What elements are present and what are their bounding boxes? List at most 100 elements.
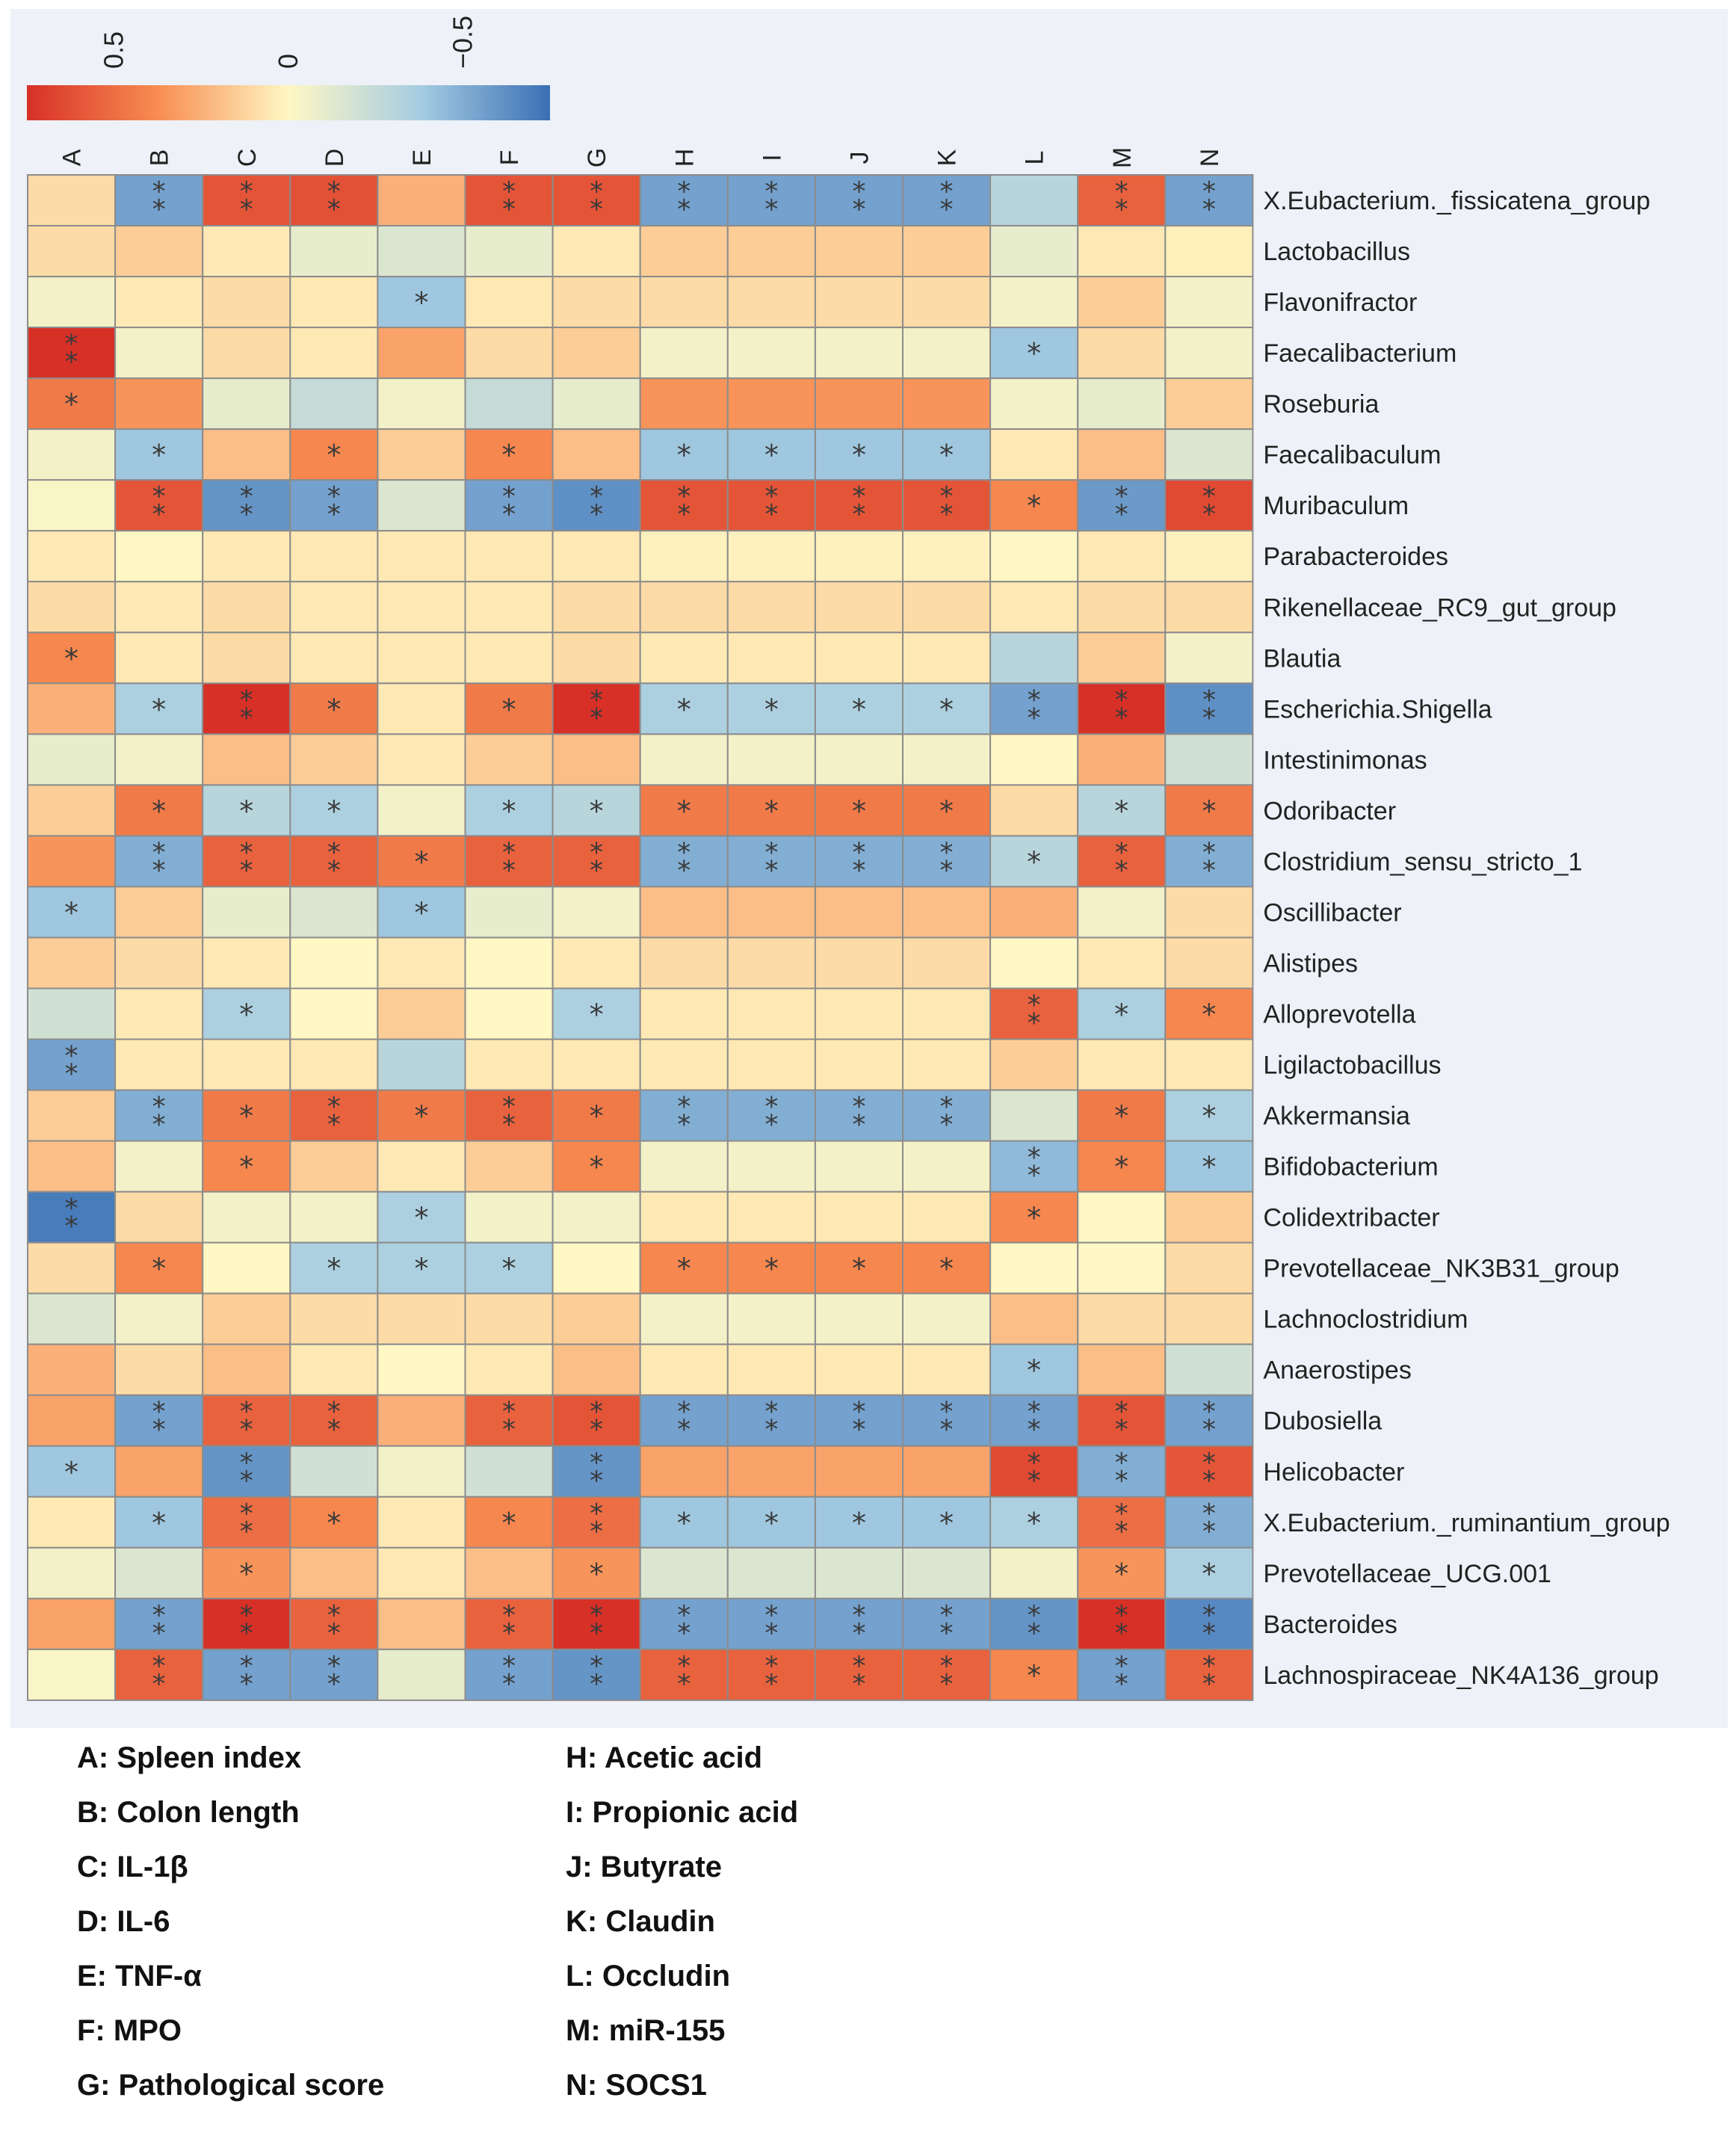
color-scale-bar <box>27 85 550 120</box>
heatmap-cell <box>814 936 904 990</box>
significance-mark: * <box>327 1507 341 1540</box>
significance-mark: * * <box>1115 1600 1128 1649</box>
heatmap-cell <box>377 225 466 278</box>
significance-mark: * <box>64 388 78 421</box>
heatmap-cell <box>1164 1089 1254 1142</box>
heatmap-cell <box>552 835 641 888</box>
heatmap-cell <box>377 1648 466 1701</box>
significance-mark: * * <box>502 1397 516 1445</box>
heatmap-cell <box>814 225 904 278</box>
significance-mark: * <box>677 439 691 472</box>
significance-mark: * <box>414 1100 428 1133</box>
heatmap-cell <box>27 225 117 278</box>
heatmap-cell <box>1077 682 1167 735</box>
heatmap-cell <box>114 1241 204 1294</box>
heatmap-cell <box>814 886 904 939</box>
significance-mark: * * <box>764 837 778 886</box>
heatmap-cell <box>726 276 816 329</box>
significance-mark: * * <box>152 1092 166 1141</box>
heatmap-cell <box>814 1445 904 1498</box>
heatmap-cell <box>1164 1241 1254 1294</box>
significance-mark: * <box>414 1202 428 1235</box>
heatmap-cell <box>464 1546 554 1599</box>
heatmap-cell <box>989 1546 1079 1599</box>
heatmap-cell <box>814 428 904 481</box>
heatmap-cell <box>27 784 117 837</box>
significance-mark: * * <box>1115 837 1128 886</box>
heatmap-cell <box>552 1038 641 1091</box>
heatmap-cell <box>27 1140 117 1193</box>
heatmap-cell <box>1164 530 1254 583</box>
significance-mark: * * <box>502 1651 516 1700</box>
heatmap-cell <box>726 1445 816 1498</box>
heatmap-cell <box>377 1140 466 1193</box>
heatmap-cell <box>27 1496 117 1549</box>
heatmap-cell <box>726 987 816 1040</box>
row-label: Alistipes <box>1263 949 1358 978</box>
heatmap-cell <box>726 936 816 990</box>
row-label: Prevotellaceae_NK3B31_group <box>1263 1255 1619 1283</box>
heatmap-cell <box>902 377 992 430</box>
row-label: Prevotellaceae_UCG.001 <box>1263 1560 1551 1588</box>
variable-legend: A: Spleen index B: Colon length C: IL-1β… <box>0 1741 1736 2145</box>
heatmap-cell <box>639 1496 729 1549</box>
heatmap-cell <box>1077 1394 1167 1447</box>
heatmap-cell <box>989 1241 1079 1294</box>
significance-mark: * * <box>1028 1600 1041 1649</box>
heatmap-cell <box>726 1546 816 1599</box>
heatmap-cell <box>289 1089 379 1142</box>
heatmap-cell <box>114 1546 204 1599</box>
heatmap-cell <box>27 886 117 939</box>
heatmap-cell <box>989 784 1079 837</box>
heatmap-cell <box>1164 1292 1254 1345</box>
heatmap-cell <box>202 276 291 329</box>
heatmap-cell <box>989 1089 1079 1142</box>
heatmap-cell <box>726 784 816 837</box>
significance-mark: * * <box>1115 1499 1128 1547</box>
significance-mark: * * <box>1202 1397 1216 1445</box>
row-label: Escherichia.Shigella <box>1263 695 1492 723</box>
significance-mark: * * <box>940 176 954 225</box>
heatmap-cell <box>1164 987 1254 1040</box>
heatmap-cell <box>202 886 291 939</box>
heatmap-cell <box>202 682 291 735</box>
heatmap-cell <box>27 530 117 583</box>
row-label: Parabacteroides <box>1263 543 1448 571</box>
heatmap-cell <box>377 1038 466 1091</box>
heatmap-cell <box>552 1089 641 1142</box>
legend-item-b: B: Colon length <box>77 1796 300 1829</box>
heatmap-cell <box>989 1597 1079 1650</box>
heatmap-cell <box>1077 530 1167 583</box>
heatmap-cell <box>377 1394 466 1447</box>
heatmap-cell <box>726 530 816 583</box>
heatmap-cell <box>726 1394 816 1447</box>
significance-mark: * * <box>590 1397 603 1445</box>
heatmap-cell <box>726 733 816 786</box>
significance-mark: * * <box>1202 1448 1216 1496</box>
significance-mark: * <box>327 794 341 827</box>
heatmap-cell <box>552 428 641 481</box>
row-label: Flavonifractor <box>1263 288 1417 317</box>
heatmap-cell <box>202 174 291 227</box>
significance-mark: * <box>152 1253 166 1286</box>
heatmap-cell <box>639 1445 729 1498</box>
row-label: Lactobacillus <box>1263 238 1410 266</box>
significance-mark: * <box>152 1507 166 1540</box>
significance-mark: * * <box>764 1397 778 1445</box>
heatmap-cell <box>639 1191 729 1244</box>
significance-mark: * * <box>152 481 166 530</box>
significance-mark: * * <box>590 685 603 733</box>
heatmap-cell <box>464 530 554 583</box>
heatmap-cell <box>902 327 992 380</box>
heatmap-cell <box>464 327 554 380</box>
significance-mark: * * <box>1115 1397 1128 1445</box>
heatmap-cell <box>289 1496 379 1549</box>
significance-mark: * * <box>852 481 865 530</box>
row-label: Muribaculum <box>1263 492 1409 520</box>
heatmap-cell <box>726 1648 816 1701</box>
heatmap-cell <box>114 479 204 532</box>
heatmap-cell <box>202 936 291 990</box>
heatmap-cell <box>989 886 1079 939</box>
significance-mark: * * <box>764 1600 778 1649</box>
heatmap-cell <box>464 1292 554 1345</box>
